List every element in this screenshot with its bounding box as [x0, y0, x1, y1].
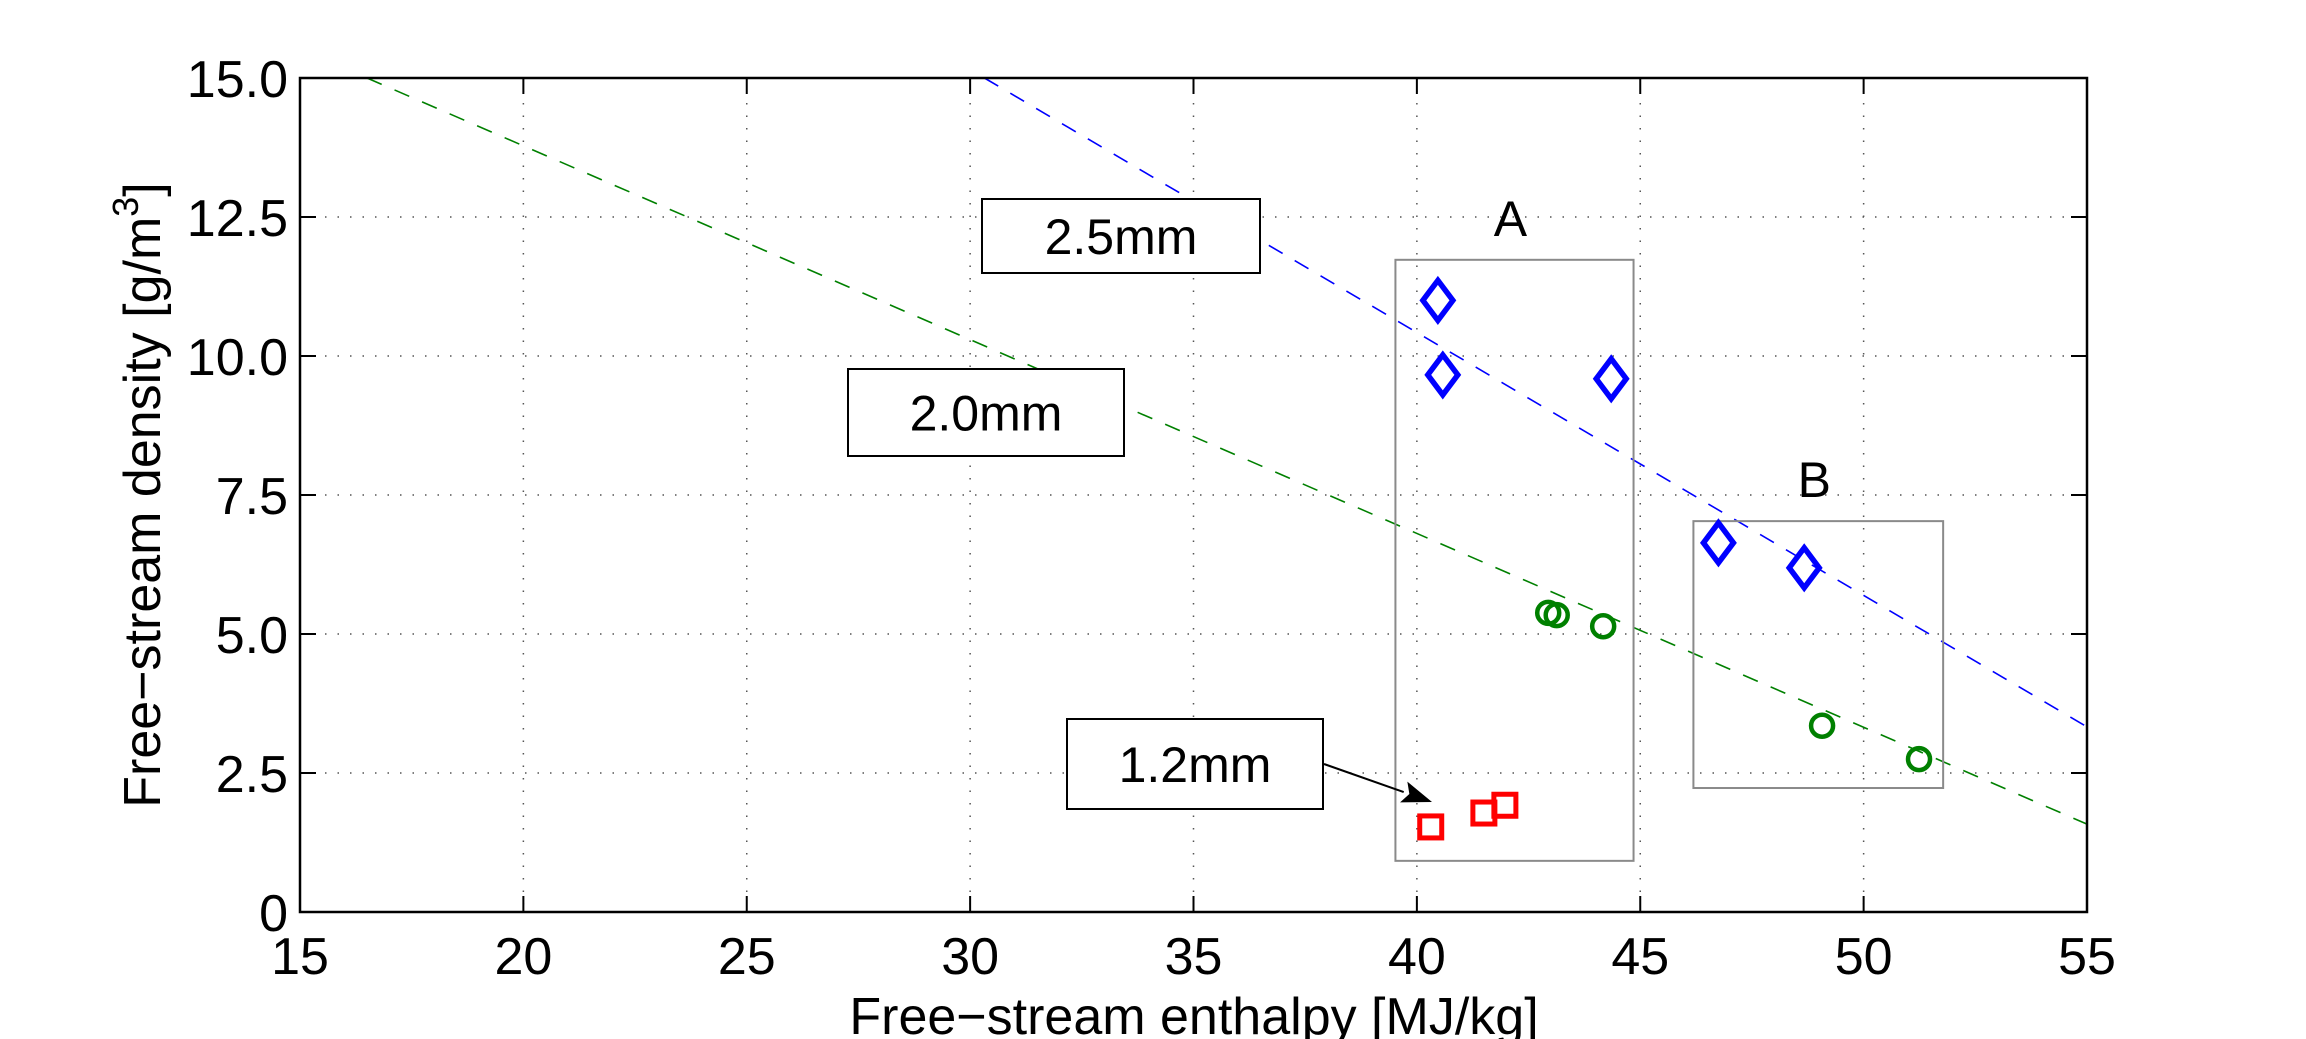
annotation-label: 2.0mm: [910, 386, 1063, 442]
square-marker: [1491, 791, 1519, 819]
x-tick-label: 15: [271, 928, 329, 986]
annotation-box-2.5mm: [981, 198, 1261, 274]
y-tick-label: 7.5: [216, 468, 288, 526]
x-tick-label: 30: [941, 928, 999, 986]
circle-marker: [1589, 612, 1617, 640]
fit-lines: [366, 77, 2088, 825]
x-tick-label: 45: [1611, 928, 1669, 986]
y-tick-label: 15.0: [187, 51, 288, 109]
diamond-marker: [1592, 354, 1630, 404]
annotations: 2.5mm 2.0mm 1.2mm: [847, 198, 1432, 810]
annotation-box-2.0mm: [847, 368, 1125, 457]
x-tick-label: 55: [2058, 928, 2116, 986]
region-label-B: B: [1798, 452, 1831, 508]
circle-marker: [1808, 712, 1836, 739]
region-boxes: AB: [1394, 191, 1945, 862]
y-axis-title-main: Free−stream density [g/m: [114, 217, 172, 808]
annotation-label: 1.2mm: [1119, 737, 1272, 793]
x-axis-title: Free−stream enthalpy [MJ/kg]: [849, 988, 1538, 1039]
square-marker: [1417, 813, 1445, 841]
arrow-line: [1323, 763, 1405, 793]
y-axis-title-end: ]: [114, 182, 172, 196]
diamond-marker: [1785, 543, 1823, 593]
axis-ticks: 15 20 25 30 35 40 45 50 55 0 2.5 5.0 7.5 10.0 12.5 15.0: [187, 51, 2116, 986]
fit-line-2.0mm: [366, 77, 2088, 825]
x-tick-label: 40: [1388, 928, 1446, 986]
diamond-marker: [1419, 275, 1457, 325]
y-tick-label: 0: [259, 885, 288, 943]
region-label-A: A: [1494, 191, 1528, 247]
y-tick-label: 5.0: [216, 607, 288, 665]
y-axis-title-sup: 3: [105, 197, 146, 217]
data-markers: [1417, 275, 1933, 841]
diamond-marker: [1424, 350, 1462, 400]
region-box-A: [1394, 258, 1635, 862]
x-tick-label: 25: [718, 928, 776, 986]
y-tick-label: 10.0: [187, 329, 288, 387]
circle-marker: [1543, 601, 1570, 629]
y-tick-label: 2.5: [216, 746, 288, 804]
x-tick-label: 35: [1165, 928, 1223, 986]
region-box-B: [1692, 520, 1945, 790]
x-tick-label: 50: [1835, 928, 1893, 986]
annotation-box-1.2mm: [1066, 718, 1324, 810]
y-axis-title: Free−stream density [g/m3]: [105, 182, 172, 807]
x-tick-label: 20: [494, 928, 552, 986]
diamond-marker: [1699, 518, 1737, 568]
circle-marker: [1905, 745, 1933, 773]
annotation-label: 2.5mm: [1045, 209, 1198, 265]
y-tick-label: 12.5: [187, 190, 288, 248]
fit-line-2.5mm: [984, 77, 2088, 728]
arrow-head-icon: [1400, 781, 1432, 803]
